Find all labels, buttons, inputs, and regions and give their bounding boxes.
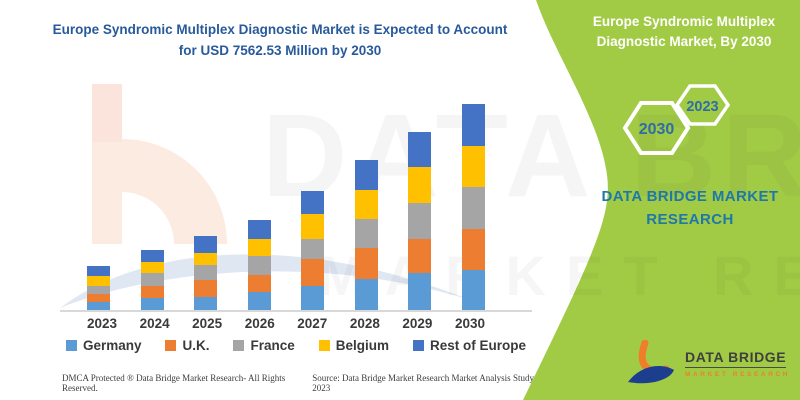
- x-label-2027: 2027: [297, 316, 328, 331]
- bar-segment-france: [140, 273, 164, 286]
- x-label-2030: 2030: [454, 316, 485, 331]
- bar-segment-germany: [87, 302, 110, 310]
- bar-segment-germany: [461, 270, 485, 310]
- legend-label: U.K.: [182, 338, 210, 353]
- bar-segment-france: [301, 239, 325, 259]
- bar-segment-u-k-: [354, 248, 378, 279]
- bar-segment-germany: [247, 292, 271, 310]
- bar-segment-u-k-: [247, 275, 271, 292]
- bar-segment-france: [247, 256, 271, 275]
- bar-2023: [87, 266, 110, 310]
- bar-segment-belgium: [408, 167, 432, 203]
- bar-segment-rest-of-europe: [354, 160, 378, 190]
- bar-2024: [140, 250, 164, 310]
- brand-text: DATA BRIDGE MARKET RESEARCH: [601, 188, 779, 228]
- bar-2026: [247, 220, 271, 310]
- x-label-2028: 2028: [349, 316, 380, 331]
- bar-segment-u-k-: [408, 239, 432, 273]
- bar-segment-belgium: [301, 214, 325, 239]
- chart-legend: Germany U.K. France Belgium Rest of Europe: [60, 338, 532, 353]
- stacked-bar-chart: 2023 2024 2025 2026 2027 2028 2029 2030 Germany…: [60, 78, 532, 353]
- company-logo-name: DATA BRIDGE: [685, 349, 787, 368]
- bar-segment-france: [194, 265, 218, 280]
- bar-segment-france: [354, 219, 378, 248]
- bar-segment-rest-of-europe: [87, 266, 110, 276]
- bar-segment-rest-of-europe: [140, 250, 164, 262]
- bar-segment-u-k-: [461, 229, 485, 270]
- legend-swatch: [413, 340, 425, 351]
- x-axis-labels: 2023 2024 2025 2026 2027 2028 2029 2030: [60, 316, 532, 331]
- bar-segment-rest-of-europe: [194, 236, 218, 253]
- x-axis-line: [60, 310, 532, 312]
- legend-item-germany: Germany: [65, 338, 142, 353]
- footer: DMCA Protected ® Data Bridge Market Rese…: [62, 373, 544, 393]
- bar-segment-rest-of-europe: [461, 104, 485, 146]
- company-logo-icon: [628, 340, 674, 384]
- bar-segment-belgium: [87, 276, 110, 286]
- bar-2030: [461, 104, 485, 310]
- bar-segment-rest-of-europe: [408, 132, 432, 167]
- company-logo: DATA BRIDGE MARKET RESEARCH: [626, 340, 790, 386]
- x-label-2026: 2026: [244, 316, 275, 331]
- bar-segment-germany: [301, 286, 325, 310]
- hexagon-2023-label: 2023: [686, 99, 718, 115]
- company-logo-tagline: MARKET RESEARCH: [685, 370, 791, 378]
- bar-segment-germany: [408, 273, 432, 310]
- legend-item-france: France: [233, 338, 295, 353]
- legend-label: Rest of Europe: [430, 338, 527, 353]
- bar-2029: [408, 132, 432, 310]
- year-hexagons: 2030 2023: [622, 84, 731, 155]
- x-label-2025: 2025: [192, 316, 223, 331]
- bar-2025: [194, 236, 218, 310]
- x-label-2023: 2023: [87, 316, 118, 331]
- legend-swatch: [233, 340, 245, 351]
- legend-swatch: [318, 340, 330, 351]
- x-label-2024: 2024: [139, 316, 170, 331]
- bar-segment-u-k-: [87, 294, 110, 302]
- bar-segment-france: [461, 187, 485, 229]
- footer-copyright: DMCA Protected ® Data Bridge Market Rese…: [62, 373, 286, 393]
- hexagon-2030-label: 2030: [639, 121, 675, 138]
- bar-segment-rest-of-europe: [301, 191, 325, 214]
- legend-label: France: [250, 338, 295, 353]
- bar-segment-france: [408, 203, 432, 239]
- bar-segment-france: [87, 286, 110, 294]
- bars-area: [60, 78, 532, 310]
- legend-item-u-k-: U.K.: [165, 338, 209, 353]
- panel-heading: Europe Syndromic Multiplex Diagnostic Ma…: [592, 14, 776, 49]
- bar-2027: [301, 191, 325, 310]
- footer-source: Source: Data Bridge Market Research Mark…: [312, 373, 534, 393]
- legend-label: Germany: [82, 338, 142, 353]
- legend-swatch: [165, 340, 177, 351]
- bar-segment-u-k-: [301, 259, 325, 286]
- bar-segment-u-k-: [140, 286, 164, 298]
- legend-item-rest-of-europe: Rest of Europe: [413, 338, 526, 353]
- bar-segment-belgium: [461, 146, 485, 187]
- bar-2028: [354, 160, 378, 310]
- legend-label: Belgium: [335, 338, 390, 353]
- chart-title: Europe Syndromic Multiplex Diagnostic Ma…: [52, 22, 508, 58]
- bar-segment-u-k-: [194, 280, 218, 297]
- bar-segment-belgium: [140, 262, 164, 273]
- hexagon-2030: [622, 101, 691, 155]
- x-label-2029: 2029: [402, 316, 433, 331]
- bar-segment-germany: [194, 297, 218, 310]
- bar-segment-rest-of-europe: [247, 220, 271, 239]
- legend-swatch: [65, 340, 77, 351]
- bar-segment-germany: [354, 279, 378, 310]
- hexagon-2023: [674, 84, 731, 126]
- bar-segment-belgium: [194, 253, 218, 265]
- bar-segment-germany: [140, 298, 164, 310]
- legend-item-belgium: Belgium: [318, 338, 390, 353]
- bar-segment-belgium: [247, 239, 271, 256]
- bar-segment-belgium: [354, 190, 378, 219]
